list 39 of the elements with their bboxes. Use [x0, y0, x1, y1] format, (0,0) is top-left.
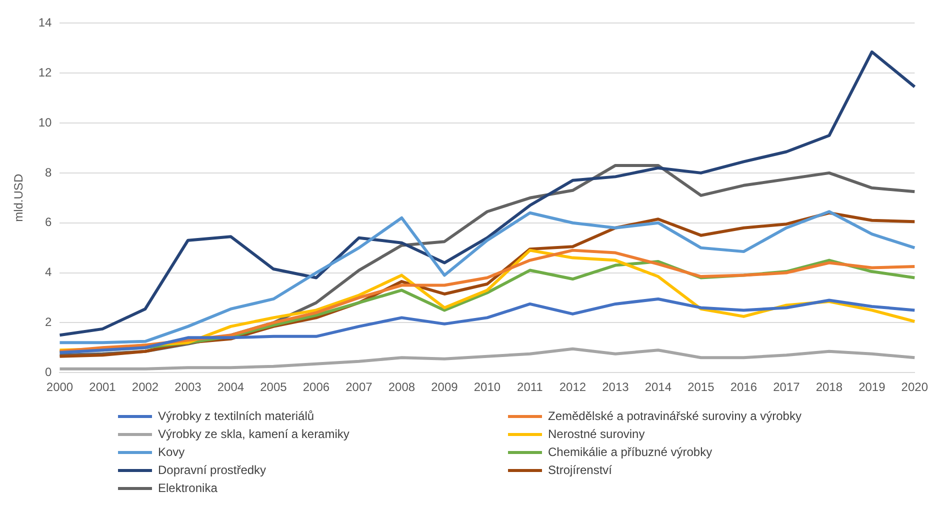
- legend-label: Strojírenství: [548, 463, 612, 477]
- x-tick-label: 2017: [773, 380, 800, 394]
- x-tick-label: 2014: [644, 380, 672, 394]
- x-tick-label: 2003: [174, 380, 202, 394]
- x-tick-label: 2015: [688, 380, 715, 394]
- x-tick-label: 2006: [302, 380, 330, 394]
- y-tick-label: 14: [38, 16, 52, 30]
- x-tick-label: 2010: [474, 380, 501, 394]
- legend-label: Kovy: [158, 445, 185, 459]
- x-tick-label: 2007: [346, 380, 373, 394]
- y-axis-title: mld.USD: [12, 174, 26, 222]
- x-tick-label: 2004: [217, 380, 244, 394]
- x-tick-label: 2013: [602, 380, 630, 394]
- x-tick-label: 2020: [901, 380, 928, 394]
- y-tick-label: 8: [45, 165, 52, 180]
- x-tick-label: 2019: [858, 380, 886, 394]
- x-tick-label: 2012: [559, 380, 586, 394]
- y-tick-label: 4: [45, 265, 52, 280]
- x-tick-label: 2005: [260, 380, 288, 394]
- x-tick-label: 2000: [46, 380, 74, 394]
- legend-label: Zemědělské a potravinářské suroviny a výrobky: [548, 409, 802, 423]
- legend-label: Dopravní prostředky: [158, 463, 266, 477]
- x-tick-label: 2011: [517, 380, 544, 394]
- y-tick-label: 6: [45, 215, 52, 230]
- y-tick-label: 10: [38, 115, 52, 130]
- legend-label: Výrobky z textilních materiálů: [158, 409, 314, 423]
- x-tick-label: 2009: [431, 380, 458, 394]
- legend-label: Chemikálie a příbuzné výrobky: [548, 445, 712, 459]
- x-tick-label: 2002: [132, 380, 159, 394]
- legend-label: Elektronika: [158, 481, 218, 495]
- y-tick-label: 0: [45, 364, 52, 379]
- x-tick-label: 2016: [730, 380, 758, 394]
- y-tick-label: 2: [45, 315, 52, 329]
- legend-label: Nerostné suroviny: [548, 427, 645, 441]
- x-tick-label: 2008: [388, 380, 416, 394]
- x-tick-label: 2001: [89, 380, 116, 394]
- x-tick-label: 2018: [816, 380, 843, 394]
- y-tick-label: 12: [38, 65, 52, 80]
- legend-label: Výrobky ze skla, kamení a keramiky: [158, 427, 350, 441]
